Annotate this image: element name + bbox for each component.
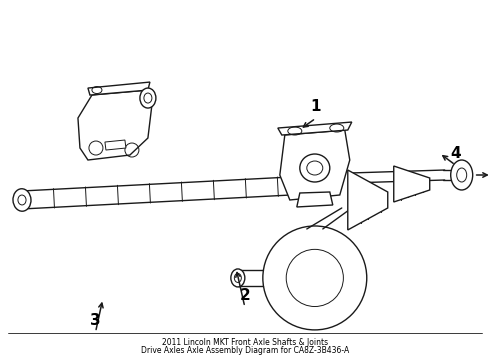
Polygon shape <box>348 170 388 230</box>
Text: 1: 1 <box>311 99 321 114</box>
Polygon shape <box>297 192 333 207</box>
Polygon shape <box>88 82 150 95</box>
Text: 4: 4 <box>450 145 461 161</box>
Ellipse shape <box>231 269 245 287</box>
Text: 2011 Lincoln MKT Front Axle Shafts & Joints: 2011 Lincoln MKT Front Axle Shafts & Joi… <box>162 338 328 347</box>
Polygon shape <box>278 122 352 135</box>
Polygon shape <box>394 166 430 202</box>
Text: Drive Axles Axle Assembly Diagram for CA8Z-3B436-A: Drive Axles Axle Assembly Diagram for CA… <box>141 346 349 355</box>
Text: 3: 3 <box>90 313 101 328</box>
Ellipse shape <box>140 88 156 108</box>
Circle shape <box>263 226 367 330</box>
Ellipse shape <box>13 189 31 211</box>
Polygon shape <box>105 140 126 150</box>
Text: 2: 2 <box>240 288 250 303</box>
Polygon shape <box>280 130 350 200</box>
Polygon shape <box>22 176 310 209</box>
Ellipse shape <box>451 160 473 190</box>
Polygon shape <box>78 90 152 160</box>
Ellipse shape <box>300 154 330 182</box>
